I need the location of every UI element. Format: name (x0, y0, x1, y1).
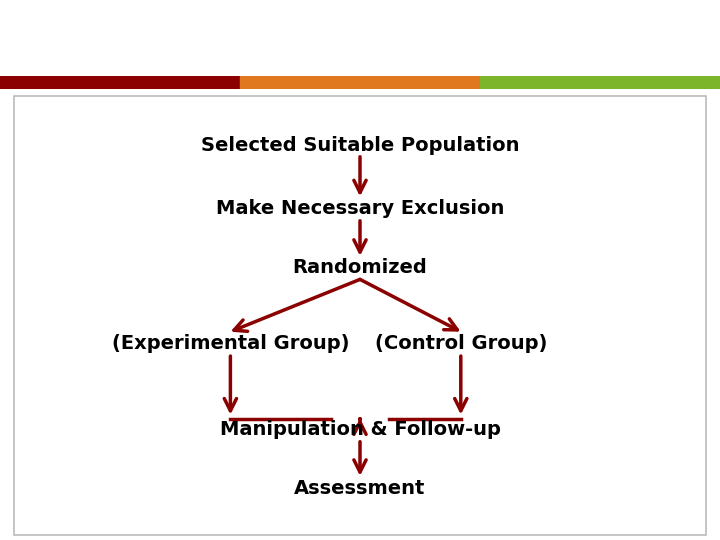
Text: Manipulation & Follow-up: Manipulation & Follow-up (220, 420, 500, 439)
Bar (480, 76, 720, 89)
Bar (0, 76, 240, 89)
Text: Make Necessary Exclusion: Make Necessary Exclusion (216, 199, 504, 218)
Text: (Experimental Group): (Experimental Group) (112, 334, 349, 353)
Text: Assessment: Assessment (294, 478, 426, 498)
Text: (Control Group): (Control Group) (374, 334, 547, 353)
Bar (240, 76, 480, 89)
Text: Randomized: Randomized (292, 258, 428, 276)
Text: Selected Suitable Population: Selected Suitable Population (201, 136, 519, 155)
Text: Experimental epidemiology; Randomized Control Trail: Experimental epidemiology; Randomized Co… (18, 33, 720, 62)
